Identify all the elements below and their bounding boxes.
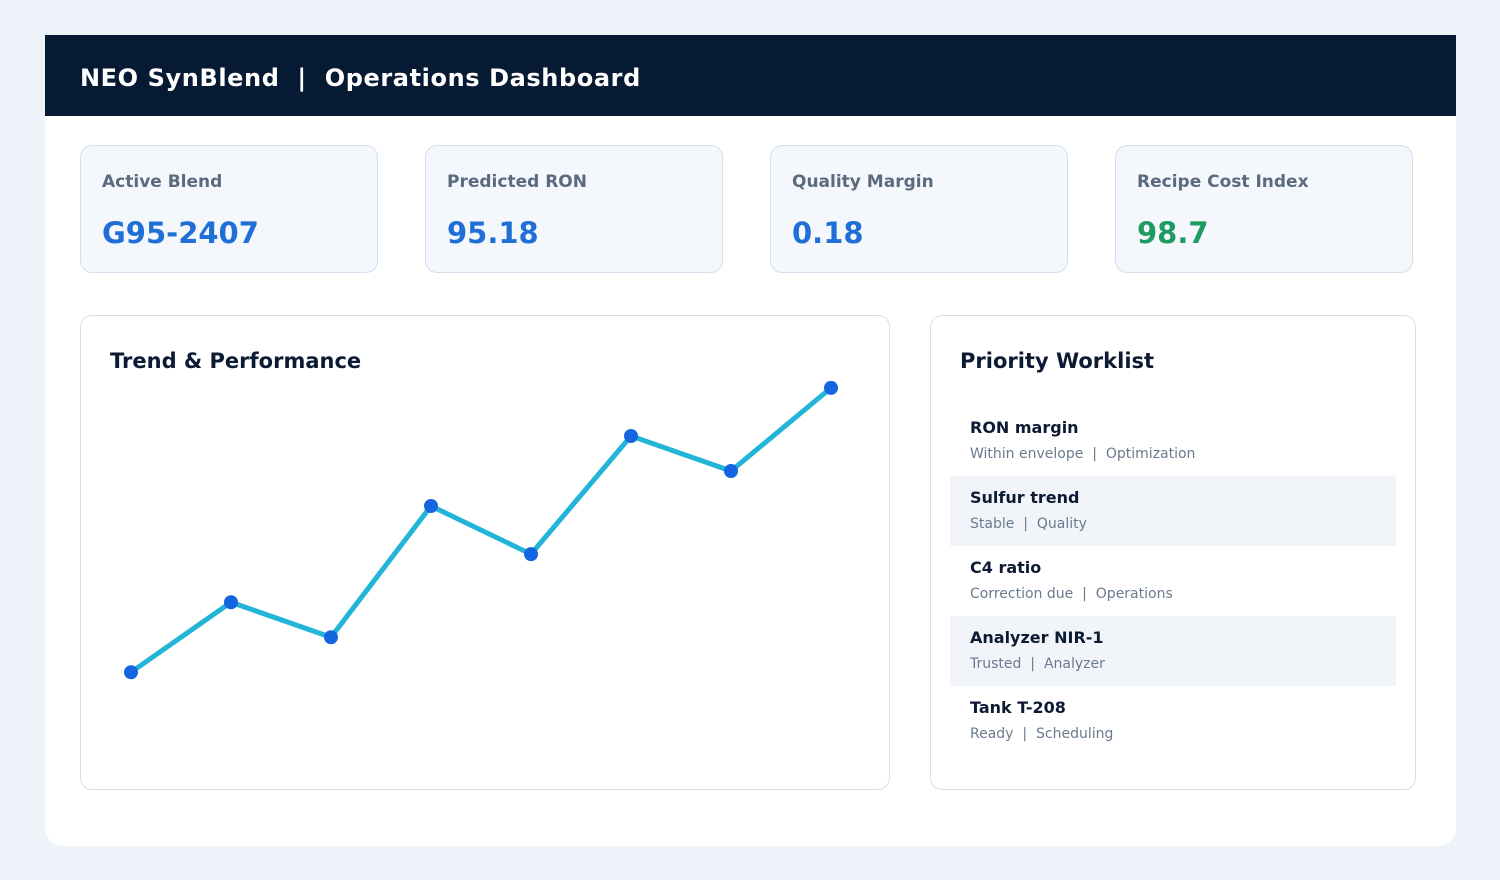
trend-data-point[interactable] <box>324 630 338 645</box>
worklist-item-category: Operations <box>1095 586 1173 602</box>
trend-data-point[interactable] <box>624 429 638 443</box>
trend-line-chart <box>124 380 838 680</box>
worklist-item-meta: Ready | Scheduling <box>970 726 1114 742</box>
kpi-label: Quality Margin <box>792 172 934 192</box>
trend-series-line <box>128 385 834 675</box>
kpi-card-active-blend: Active Blend G95-2407 <box>80 145 378 273</box>
trend-data-point[interactable] <box>724 464 738 478</box>
worklist-item-category: Scheduling <box>1036 726 1114 742</box>
trend-data-point[interactable] <box>424 499 438 513</box>
worklist-item-meta: Stable | Quality <box>970 516 1087 532</box>
worklist-item-meta: Trusted | Analyzer <box>970 656 1105 672</box>
worklist-item-name: Sulfur trend <box>970 488 1080 507</box>
worklist-item-meta: Within envelope | Optimization <box>970 446 1196 462</box>
kpi-value: 95.18 <box>447 216 539 250</box>
kpi-value: 98.7 <box>1137 216 1209 250</box>
kpi-value: G95-2407 <box>102 216 259 250</box>
trend-data-point[interactable] <box>224 595 238 610</box>
kpi-label: Predicted RON <box>447 172 587 192</box>
kpi-card-predicted-ron: Predicted RON 95.18 <box>425 145 723 273</box>
worklist-item[interactable]: Tank T-208 Ready | Scheduling <box>950 686 1396 756</box>
worklist-item-status: Within envelope <box>970 446 1084 462</box>
worklist-item[interactable]: Analyzer NIR-1 Trusted | Analyzer <box>950 616 1396 686</box>
worklist-item-name: Analyzer NIR-1 <box>970 628 1104 647</box>
kpi-card-quality-margin: Quality Margin 0.18 <box>770 145 1068 273</box>
kpi-value: 0.18 <box>792 216 864 250</box>
worklist-panel-title: Priority Worklist <box>960 349 1155 373</box>
worklist-item-name: RON margin <box>970 418 1079 437</box>
worklist-panel: Priority Worklist RON margin Within enve… <box>930 315 1416 790</box>
worklist-item-meta: Correction due | Operations <box>970 586 1173 602</box>
worklist-item-category: Optimization <box>1105 446 1196 462</box>
worklist-item[interactable]: Sulfur trend Stable | Quality <box>950 476 1396 546</box>
top-bar: NEO SynBlend | Operations Dashboard <box>45 35 1456 116</box>
trend-data-point[interactable] <box>824 380 838 395</box>
worklist-item-status: Trusted <box>970 656 1022 672</box>
trend-data-point[interactable] <box>524 547 538 562</box>
trend-panel-title: Trend & Performance <box>110 349 362 373</box>
worklist-item-status: Ready <box>970 726 1014 742</box>
worklist-item-category: Quality <box>1036 516 1087 532</box>
kpi-card-recipe-cost-index: Recipe Cost Index 98.7 <box>1115 145 1413 273</box>
dashboard-frame: NEO SynBlend | Operations Dashboard Acti… <box>45 35 1456 846</box>
trend-panel: Trend & Performance <box>80 315 890 790</box>
trend-data-point[interactable] <box>124 665 138 680</box>
worklist-item-name: Tank T-208 <box>970 698 1066 717</box>
worklist-item-category: Analyzer <box>1043 656 1105 672</box>
app-title: NEO SynBlend | Operations Dashboard <box>80 64 641 92</box>
kpi-label: Active Blend <box>102 172 223 192</box>
worklist-item[interactable]: C4 ratio Correction due | Operations <box>950 546 1396 616</box>
worklist-item-status: Stable <box>970 516 1015 532</box>
worklist-item-name: C4 ratio <box>970 558 1042 577</box>
worklist-item[interactable]: RON margin Within envelope | Optimizatio… <box>950 406 1396 476</box>
kpi-label: Recipe Cost Index <box>1137 172 1309 192</box>
worklist-item-status: Correction due <box>970 586 1074 602</box>
priority-worklist: RON margin Within envelope | Optimizatio… <box>950 406 1396 756</box>
